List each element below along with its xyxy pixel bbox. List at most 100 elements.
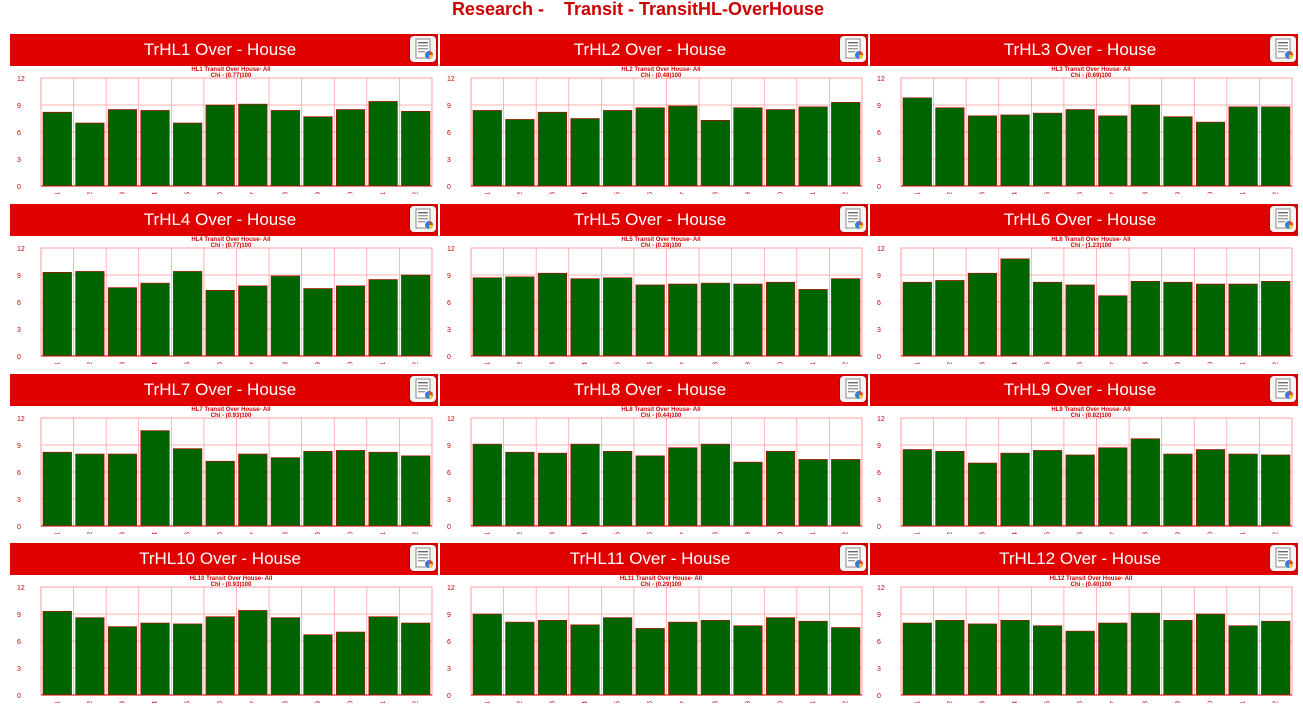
bar	[603, 110, 633, 187]
x-tick-label: 11	[1240, 532, 1247, 534]
bar	[335, 285, 366, 357]
bar	[1000, 452, 1030, 527]
y-tick-label: 0	[877, 524, 881, 531]
bar	[635, 628, 665, 696]
bar	[1098, 115, 1128, 187]
x-tick-label: 11	[380, 701, 387, 703]
report-icon[interactable]	[840, 545, 866, 571]
x-tick-label: 6	[647, 701, 654, 703]
bar	[505, 276, 535, 357]
chart-title: TrHL9 Over - House	[1003, 380, 1157, 399]
bar	[401, 110, 431, 187]
bar	[173, 623, 203, 696]
bar	[570, 278, 600, 357]
y-tick-label: 0	[877, 184, 881, 191]
report-icon[interactable]	[840, 36, 866, 62]
bar	[1000, 619, 1030, 696]
bar	[303, 634, 333, 696]
x-tick-label: 2	[517, 362, 524, 364]
report-icon[interactable]	[410, 36, 436, 62]
x-tick-label: 6	[1077, 532, 1084, 534]
x-tick-label: 12	[1273, 362, 1280, 364]
bar	[1195, 121, 1226, 187]
y-tick-label: 0	[877, 693, 881, 700]
x-tick-label: 4	[582, 192, 589, 194]
bar	[935, 280, 965, 357]
bar	[765, 617, 796, 696]
x-tick-label: 9	[1175, 532, 1182, 534]
y-tick-label: 0	[877, 354, 881, 361]
bar	[831, 627, 861, 696]
y-tick-label: 6	[17, 470, 21, 477]
y-tick-label: 6	[877, 300, 881, 307]
x-tick-label: 10	[778, 192, 785, 194]
y-tick-label: 3	[877, 497, 881, 504]
bar	[505, 451, 535, 527]
bar	[1195, 283, 1226, 357]
chart-panel: TrHL6 Over - House 0 3 6 9 12 HL6 Transit Over…	[870, 204, 1298, 364]
y-tick-label: 12	[877, 416, 885, 423]
chart-subtitle: HL11 Transit Over House- All	[620, 576, 702, 582]
x-tick-label: 9	[1175, 192, 1182, 194]
report-icon[interactable]	[840, 376, 866, 402]
chart-title: TrHL5 Over - House	[573, 210, 727, 229]
report-icon[interactable]	[1270, 545, 1296, 571]
x-tick-label: 12	[413, 701, 420, 703]
y-tick-label: 3	[17, 666, 21, 673]
report-icon[interactable]	[840, 206, 866, 232]
bar	[1033, 625, 1063, 696]
x-tick-label: 11	[380, 192, 387, 194]
bar	[798, 620, 828, 696]
chart-title: TrHL4 Over - House	[143, 210, 297, 229]
x-tick-label: 5	[615, 362, 622, 364]
report-icon[interactable]	[410, 545, 436, 571]
bar	[42, 451, 72, 527]
y-tick-label: 3	[877, 157, 881, 164]
bar	[205, 289, 235, 357]
report-icon[interactable]	[1270, 376, 1296, 402]
y-tick-label: 3	[447, 666, 451, 673]
report-icon[interactable]	[1270, 206, 1296, 232]
bar	[335, 450, 366, 527]
bar	[700, 619, 730, 696]
chart-subtitle: HL9 Transit Over House- All	[1051, 407, 1130, 413]
y-tick-label: 12	[17, 416, 25, 423]
bar	[1195, 613, 1226, 696]
bar	[205, 104, 235, 187]
bar	[935, 450, 965, 527]
x-tick-label: 11	[380, 532, 387, 534]
chart-subtitle: HL4 Transit Over House- All	[191, 237, 270, 243]
x-tick-label: 3	[549, 362, 556, 364]
y-tick-label: 0	[17, 184, 21, 191]
y-tick-label: 3	[447, 327, 451, 334]
bar	[831, 459, 861, 527]
bar	[205, 616, 235, 696]
panel-header: TrHL3 Over - House	[870, 34, 1298, 66]
x-tick-label: 2	[947, 701, 954, 703]
panel-header: TrHL1 Over - House	[10, 34, 438, 66]
bar	[205, 460, 235, 527]
report-icon[interactable]	[1270, 36, 1296, 62]
chart-panel: TrHL4 Over - House 0 3 6 9 12 HL4 Transit Over…	[10, 204, 438, 364]
report-icon[interactable]	[410, 376, 436, 402]
bar	[765, 281, 796, 357]
x-tick-label: 3	[979, 532, 986, 534]
chart-subtitle: HL8 Transit Over House- All	[621, 407, 700, 413]
bar	[668, 447, 698, 527]
x-tick-label: 1	[54, 192, 61, 194]
x-tick-label: 12	[843, 532, 850, 534]
x-tick-label: 5	[185, 701, 192, 703]
chart-title: TrHL1 Over - House	[143, 40, 297, 59]
x-tick-label: 7	[1110, 192, 1117, 194]
bar	[831, 278, 861, 357]
panel-header: TrHL8 Over - House	[440, 374, 868, 406]
bar	[173, 271, 203, 357]
bar	[368, 616, 398, 696]
x-tick-label: 12	[1273, 532, 1280, 534]
bar	[368, 451, 398, 527]
report-icon[interactable]	[410, 206, 436, 232]
y-tick-label: 3	[877, 666, 881, 673]
bar	[173, 122, 203, 187]
